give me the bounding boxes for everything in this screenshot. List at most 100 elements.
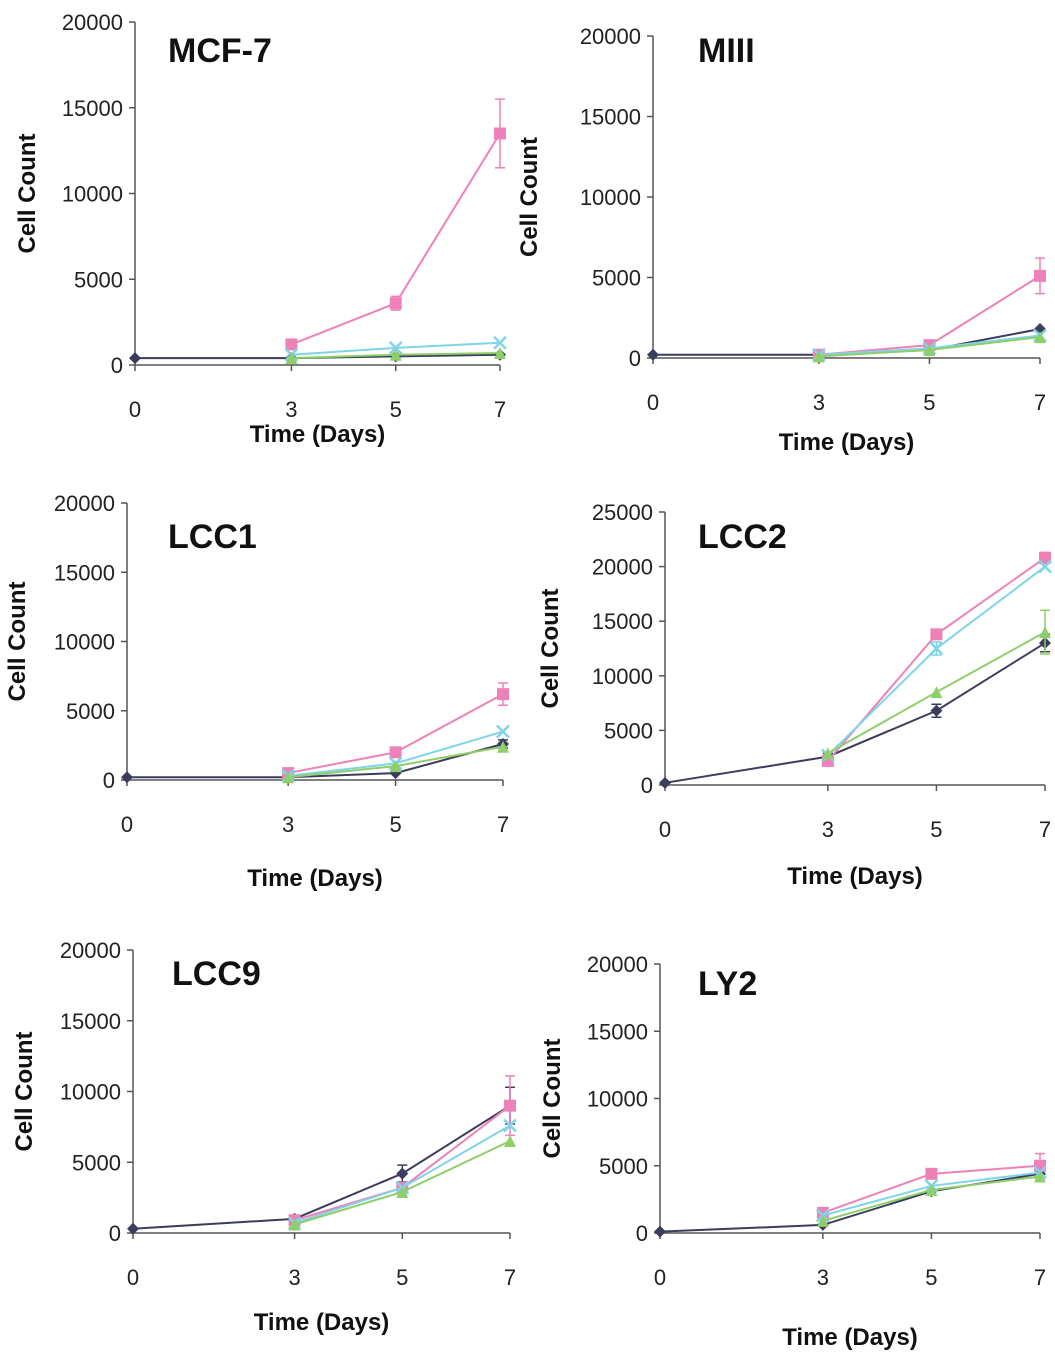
y-tick-label: 10000 xyxy=(60,1080,121,1105)
data-point xyxy=(923,343,936,356)
x-tick-label: 0 xyxy=(659,817,671,842)
y-tick-label: 0 xyxy=(103,768,115,793)
data-point xyxy=(930,704,943,717)
y-tick-label: 15000 xyxy=(54,560,115,585)
y-tick-label: 0 xyxy=(109,1221,121,1246)
series-triangle xyxy=(288,1135,516,1231)
x-axis-label: Time (Days) xyxy=(782,1324,918,1351)
y-tick-label: 15000 xyxy=(62,96,123,121)
data-point xyxy=(930,628,943,641)
series-diamond xyxy=(121,737,509,784)
series-diamond xyxy=(659,633,1051,789)
panel-title: LCC2 xyxy=(698,518,787,556)
y-tick-label: 20000 xyxy=(592,555,653,580)
series-square xyxy=(821,551,1051,767)
data-point xyxy=(494,127,506,140)
data-point xyxy=(925,1183,938,1196)
data-point xyxy=(1034,1170,1046,1183)
series-square xyxy=(816,1152,1046,1219)
panel-title: LCC1 xyxy=(168,518,257,556)
y-tick-label: 10000 xyxy=(592,664,653,689)
data-point xyxy=(504,1135,516,1148)
x-tick-label: 0 xyxy=(647,390,659,415)
data-point xyxy=(1038,559,1052,574)
series-triangle xyxy=(282,740,509,784)
series-line xyxy=(664,642,1046,784)
x-tick-label: 3 xyxy=(817,1265,829,1290)
x-tick-label: 7 xyxy=(504,1265,516,1290)
x-tick-label: 5 xyxy=(925,1265,937,1290)
data-point xyxy=(285,352,298,365)
x-tick-label: 7 xyxy=(1039,817,1051,842)
y-tick-label: 5000 xyxy=(66,699,115,724)
y-axis-label: Cell Count xyxy=(537,589,564,709)
data-point xyxy=(497,688,509,701)
y-tick-label: 20000 xyxy=(580,24,641,49)
x-axis-label: Time (Days) xyxy=(779,429,915,456)
y-tick-label: 15000 xyxy=(587,1019,648,1044)
data-point xyxy=(930,686,943,699)
chart-panel-mcf-7: 0 5000 10000 15000 20000 0 3 5 7 MCF-7 Time (Days)… xyxy=(14,10,507,448)
data-point xyxy=(503,1118,517,1133)
x-axis-label: Time (Days) xyxy=(254,1309,390,1336)
y-tick-label: 5000 xyxy=(592,266,641,291)
y-tick-label: 15000 xyxy=(60,1009,121,1034)
data-point xyxy=(497,740,509,753)
series-line xyxy=(294,1104,511,1222)
data-point xyxy=(1039,551,1051,564)
series-square xyxy=(288,1075,516,1227)
series-line xyxy=(291,132,501,346)
data-point xyxy=(389,297,402,310)
data-point xyxy=(285,338,298,351)
y-tick-label: 5000 xyxy=(72,1150,121,1175)
y-axis-label: Cell Count xyxy=(14,134,41,254)
x-tick-label: 7 xyxy=(497,812,509,837)
data-point xyxy=(1034,269,1046,282)
x-tick-label: 5 xyxy=(389,812,401,837)
x-tick-label: 0 xyxy=(121,812,133,837)
data-point xyxy=(388,340,403,355)
data-point xyxy=(821,747,834,760)
x-tick-label: 3 xyxy=(282,812,294,837)
x-axis-label: Time (Days) xyxy=(250,421,386,448)
y-tick-label: 5000 xyxy=(74,267,123,292)
data-point xyxy=(1034,331,1046,344)
chart-panel-lcc2: 0 5000 10000 15000 20000 25000 0 3 5 7 LCC2 Time (D… xyxy=(537,500,1052,890)
data-point xyxy=(929,641,944,656)
x-tick-label: 3 xyxy=(285,397,297,422)
series-square xyxy=(285,98,506,351)
y-tick-label: 5000 xyxy=(604,718,653,743)
x-tick-label: 0 xyxy=(129,397,141,422)
data-point xyxy=(659,776,671,789)
series-line xyxy=(827,557,1046,762)
y-tick-label: 0 xyxy=(636,1221,648,1246)
y-axis-label: Cell Count xyxy=(4,582,31,702)
x-axis-label: Time (Days) xyxy=(787,863,923,890)
series-line xyxy=(827,565,1046,757)
y-axis-label: Cell Count xyxy=(539,1039,566,1159)
data-point xyxy=(816,1206,829,1219)
data-point xyxy=(816,1214,829,1227)
x-tick-label: 5 xyxy=(390,397,402,422)
data-point xyxy=(127,1222,139,1235)
data-point xyxy=(494,346,506,359)
data-point xyxy=(396,1185,409,1198)
series-triangle xyxy=(816,1170,1046,1227)
chart-panel-ly2: 0 5000 10000 15000 20000 0 3 5 7 LY2 Time (Days) Ce… xyxy=(539,952,1047,1351)
data-point xyxy=(1039,626,1051,639)
y-tick-label: 10000 xyxy=(580,185,641,210)
data-point xyxy=(647,348,659,361)
x-tick-label: 3 xyxy=(288,1265,300,1290)
y-tick-label: 15000 xyxy=(580,105,641,130)
x-tick-label: 5 xyxy=(930,817,942,842)
y-tick-label: 10000 xyxy=(587,1087,648,1112)
y-tick-label: 0 xyxy=(629,346,641,371)
y-tick-label: 20000 xyxy=(587,952,648,977)
x-tick-label: 5 xyxy=(923,390,935,415)
data-point xyxy=(493,335,507,350)
series-triangle xyxy=(821,609,1051,760)
x-tick-label: 0 xyxy=(127,1265,139,1290)
panel-title: MCF-7 xyxy=(168,32,272,70)
data-point xyxy=(121,771,133,784)
